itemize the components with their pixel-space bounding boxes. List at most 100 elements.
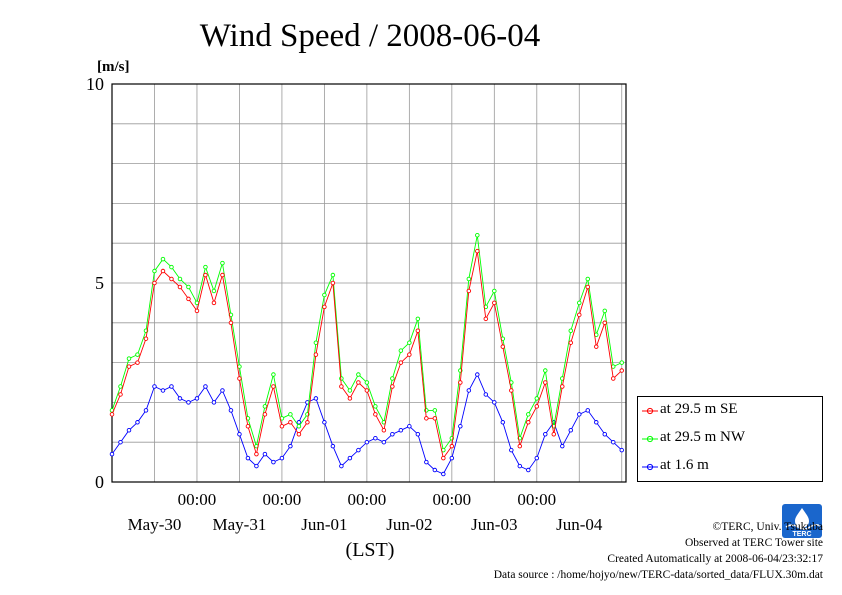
data-point — [364, 380, 370, 385]
x-tick-time-label: 00:00 — [178, 490, 217, 509]
data-point — [160, 256, 166, 262]
data-point — [169, 276, 174, 282]
data-point — [356, 372, 361, 377]
data-point — [585, 408, 591, 413]
data-point — [135, 360, 140, 365]
data-point — [126, 364, 132, 369]
data-point — [492, 300, 497, 306]
data-point — [619, 447, 625, 453]
data-point — [577, 300, 582, 306]
data-point — [143, 408, 149, 413]
data-point — [245, 455, 251, 461]
series-group — [109, 232, 625, 477]
data-point — [152, 280, 157, 286]
data-point — [619, 360, 625, 365]
data-point — [534, 396, 540, 401]
data-point — [203, 384, 208, 389]
data-point — [194, 308, 200, 314]
x-tick-day-label: May-31 — [213, 515, 267, 534]
y-tick-label: 0 — [95, 472, 104, 492]
data-point — [483, 316, 489, 322]
data-point — [356, 447, 361, 453]
data-point — [254, 451, 259, 457]
data-point — [432, 416, 438, 421]
data-point — [492, 400, 497, 405]
data-point — [169, 264, 174, 270]
x-tick-day-label: May-30 — [128, 515, 182, 534]
data-point — [237, 376, 242, 381]
legend-label-se: at 29.5 m SE — [660, 401, 738, 417]
data-point — [245, 424, 251, 429]
data-point — [279, 455, 285, 461]
data-point — [398, 348, 404, 353]
legend-item-low: at 1.6 m — [638, 455, 822, 479]
data-point — [611, 439, 616, 445]
y-axis-label: [m/s] — [97, 59, 130, 75]
data-point — [398, 428, 404, 433]
data-point — [169, 384, 174, 389]
data-point — [398, 360, 404, 365]
x-tick-day-label: Jun-01 — [301, 515, 347, 534]
data-point — [373, 412, 378, 417]
data-point — [534, 404, 540, 409]
data-point — [364, 388, 370, 393]
credits-block: ©TERC, Univ. Tsukuba Observed at TERC To… — [494, 519, 823, 583]
data-point — [500, 420, 506, 425]
data-point — [254, 463, 259, 469]
data-point — [449, 455, 455, 461]
data-point — [568, 328, 574, 334]
data-point — [228, 320, 234, 326]
data-point — [194, 396, 200, 401]
data-point — [594, 420, 599, 425]
x-tick-time-label: 00:00 — [517, 490, 556, 509]
data-point — [186, 296, 191, 302]
data-point — [407, 424, 412, 429]
data-point — [186, 400, 191, 405]
series-at-1-6-m — [109, 372, 625, 477]
data-point — [560, 384, 565, 389]
data-point — [458, 424, 463, 429]
data-point — [296, 424, 302, 429]
plot-area-frame — [111, 83, 627, 483]
chart-title: Wind Speed / 2008-06-04 — [200, 18, 541, 54]
data-point — [296, 431, 302, 437]
data-point — [585, 284, 591, 290]
data-point — [424, 416, 429, 421]
legend-label-low: at 1.6 m — [660, 457, 709, 473]
data-point — [602, 431, 608, 437]
data-point — [118, 384, 123, 389]
data-point — [560, 443, 565, 449]
data-point — [220, 388, 225, 393]
data-point — [211, 400, 217, 405]
data-point — [322, 420, 327, 425]
data-point — [126, 428, 132, 433]
data-point — [475, 372, 480, 377]
data-point — [483, 392, 489, 397]
data-point — [186, 284, 191, 290]
data-point — [475, 232, 480, 238]
data-point — [296, 420, 302, 425]
data-point — [509, 447, 514, 453]
data-point — [517, 463, 523, 469]
data-point — [602, 320, 608, 326]
data-point — [322, 304, 327, 310]
data-point — [143, 336, 149, 341]
data-point — [577, 412, 582, 417]
legend-marker-se — [642, 407, 658, 415]
data-point — [177, 284, 183, 290]
data-point — [390, 384, 395, 389]
data-point — [271, 372, 276, 377]
data-point — [594, 344, 599, 349]
data-point — [441, 455, 446, 461]
data-point — [152, 268, 157, 274]
data-point — [381, 439, 387, 445]
x-axis-label: (LST) — [346, 539, 395, 561]
data-point — [211, 288, 217, 294]
data-point — [160, 268, 166, 274]
credits-copyright: ©TERC, Univ. Tsukuba — [712, 521, 823, 533]
data-point — [288, 412, 293, 417]
data-point — [211, 300, 217, 306]
x-tick-day-label: Jun-03 — [471, 515, 517, 534]
data-point — [373, 435, 378, 441]
